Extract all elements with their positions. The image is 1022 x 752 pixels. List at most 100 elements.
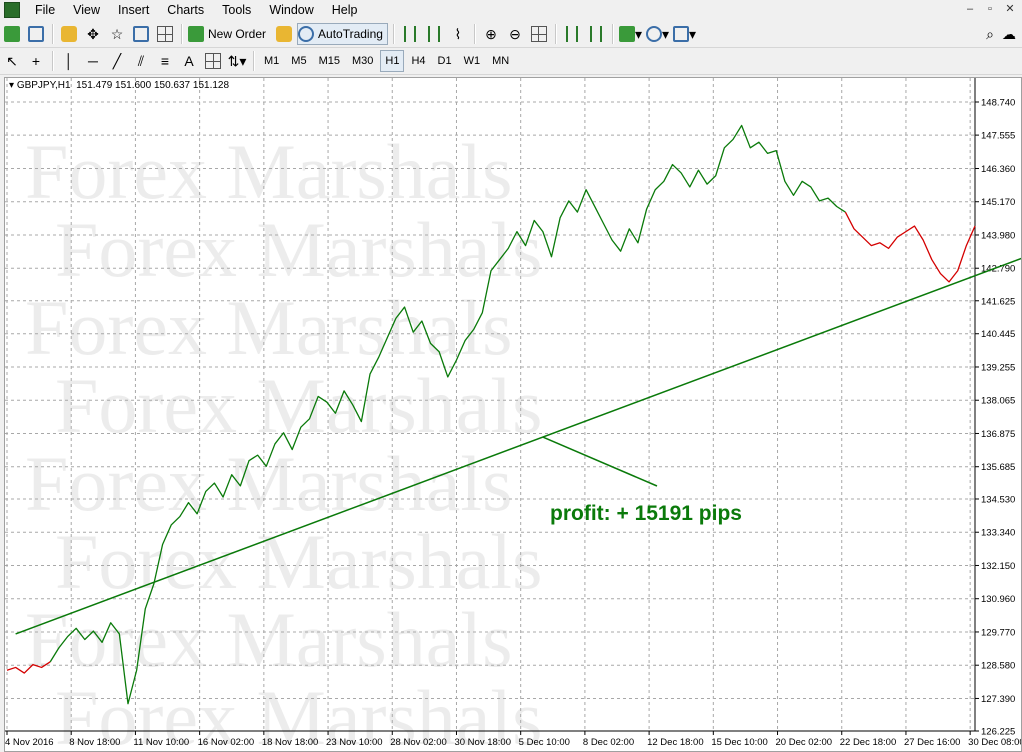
price-series-line [49,124,846,705]
vertical-line-tool[interactable]: │ [58,50,80,72]
price-tick-label: 140.445 [981,329,1015,340]
text-tool[interactable]: A [178,50,200,72]
arrows-tool[interactable]: ⇅ ▾ [226,50,248,72]
indicators-button[interactable]: ▾ [618,23,643,45]
text-label-tool[interactable] [202,50,224,72]
autoscroll-button[interactable] [585,23,607,45]
autotrading-button[interactable]: AutoTrading [297,23,388,45]
horizontal-line-icon: ─ [88,53,98,69]
timeframe-m5[interactable]: M5 [291,55,307,67]
channel-tool[interactable]: ⫽ [130,50,152,72]
fibonacci-icon: ≡ [160,53,170,69]
new-order-button[interactable]: New Order [187,23,271,45]
crosshair-tool[interactable]: + [25,50,47,72]
annotation-leader-line [542,436,658,487]
search-icon[interactable]: ⌕ [986,26,994,42]
text-tool-label: A [184,53,194,69]
chart-symbol: GBPJPY,H1 [16,80,71,91]
trendline-tool[interactable]: ╱ [106,50,128,72]
watermark-text: Forex Marshals [55,362,542,449]
menu-help[interactable]: Help [331,3,358,17]
timeframe-m30[interactable]: M30 [351,55,374,67]
timeframe-w1[interactable]: W1 [463,55,481,67]
menu-tools[interactable]: Tools [222,3,252,17]
price-tick-label: 148.740 [981,98,1015,109]
navigator-button[interactable]: ☆ [106,23,128,45]
zoom-in-icon: ⊕ [485,26,497,42]
metaeditor-icon [276,26,293,42]
price-tick-label: 129.770 [981,627,1015,638]
cursor-tool[interactable]: ↖ [1,50,23,72]
app-icon [4,2,20,18]
price-tick-label: 141.625 [981,296,1015,307]
timeframe-h1[interactable]: H1 [380,50,405,72]
watermark-text: Forex Marshals [25,284,512,371]
watermark-text: Forex Marshals [25,128,512,215]
data-window-button[interactable]: ✥ [82,23,104,45]
timeframe-h4[interactable]: H4 [411,55,426,67]
time-tick-label: 8 Dec 02:00 [583,737,634,748]
menu-view[interactable]: View [73,3,101,17]
autoscroll-icon [589,26,602,42]
chevron-down-icon: ▾ [239,53,247,69]
metaeditor-button[interactable] [273,23,295,45]
menu-insert[interactable]: Insert [118,3,150,17]
templates-icon [673,26,690,42]
time-tick-label: 28 Nov 02:00 [390,737,447,748]
chat-icon[interactable]: ☁ [1002,26,1016,42]
price-tick-label: 132.150 [981,561,1015,572]
tile-windows-button[interactable] [528,23,550,45]
arrows-icon: ⇅ [227,53,240,69]
menu-window[interactable]: Window [269,3,314,17]
restore-button[interactable]: ▫ [988,3,992,15]
price-series-line [844,211,976,283]
toolbar-separator [181,24,182,44]
market-watch-button[interactable] [58,23,80,45]
time-tick-label: 16 Nov 02:00 [198,737,255,748]
time-tick-label: 5 Dec 10:00 [519,737,570,748]
templates-button[interactable]: ▾ [672,23,697,45]
zoom-out-icon: ⊖ [509,26,521,42]
menu-file[interactable]: File [35,3,56,17]
strategy-tester-button[interactable] [154,23,176,45]
timeframe-d1[interactable]: D1 [437,55,452,67]
close-button[interactable]: ✕ [1005,3,1015,15]
menu-charts[interactable]: Charts [167,3,205,17]
price-series-line [6,661,51,674]
bar-chart-button[interactable] [399,23,421,45]
zoom-in-button[interactable]: ⊕ [480,23,502,45]
price-tick-label: 142.790 [981,264,1015,275]
chart-shift-button[interactable] [561,23,583,45]
chart-window[interactable]: Forex Marshals Forex Marshals Forex Marsha… [4,77,1022,752]
terminal-icon [133,26,149,42]
fibonacci-tool[interactable]: ≡ [154,50,176,72]
periods-button[interactable]: ▾ [645,23,670,45]
price-tick-label: 136.875 [981,429,1015,440]
candlestick-button[interactable] [423,23,445,45]
time-tick-label: 23 Nov 10:00 [326,737,383,748]
time-tick-label: 27 Dec 16:00 [904,737,961,748]
price-tick-label: 138.065 [981,396,1015,407]
time-tick-label: 30 Nov 18:00 [454,737,511,748]
chart-shift-icon [565,26,578,42]
autotrading-label: AutoTrading [318,27,383,41]
price-tick-label: 127.390 [981,694,1015,705]
watermark-text: Forex Marshals [55,206,542,293]
price-tick-label: 128.580 [981,661,1015,672]
price-tick-label: 133.340 [981,528,1015,539]
new-order-icon [188,26,204,42]
timeframe-mn[interactable]: MN [492,55,510,67]
horizontal-line-tool[interactable]: ─ [82,50,104,72]
watermark-text: Forex Marshals [25,596,512,683]
zoom-out-button[interactable]: ⊖ [504,23,526,45]
line-chart-button[interactable]: ⌇ [447,23,469,45]
timeframe-m15[interactable]: M15 [318,55,340,67]
trendline-icon: ╱ [112,53,122,69]
timeframe-m1[interactable]: M1 [264,55,280,67]
new-chart-button[interactable] [1,23,23,45]
indicators-icon [618,26,635,42]
minimize-button[interactable]: – [966,3,974,15]
terminal-button[interactable] [130,23,152,45]
profiles-button[interactable] [25,23,47,45]
